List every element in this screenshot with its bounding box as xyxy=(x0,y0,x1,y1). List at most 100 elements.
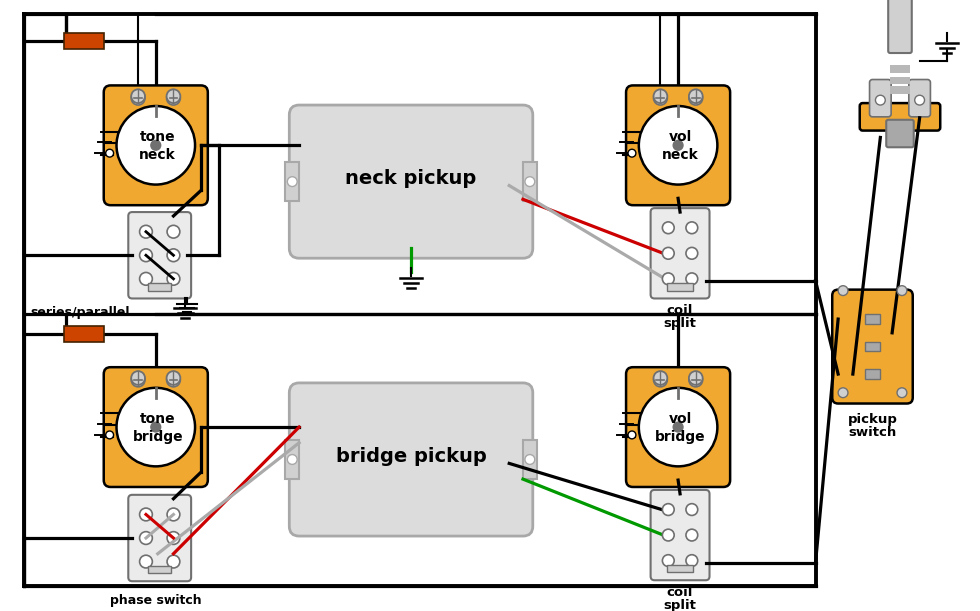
Bar xyxy=(523,440,537,479)
Circle shape xyxy=(662,529,674,541)
Text: split: split xyxy=(663,318,697,331)
FancyBboxPatch shape xyxy=(104,367,208,487)
Bar xyxy=(65,34,104,49)
Circle shape xyxy=(287,177,297,186)
Circle shape xyxy=(686,503,698,516)
Bar xyxy=(667,565,693,573)
Circle shape xyxy=(167,371,180,385)
Circle shape xyxy=(639,106,717,185)
FancyBboxPatch shape xyxy=(289,105,533,258)
Circle shape xyxy=(287,455,297,464)
FancyBboxPatch shape xyxy=(651,490,710,580)
Bar xyxy=(65,326,104,342)
Circle shape xyxy=(628,431,636,439)
Bar xyxy=(285,162,299,201)
Circle shape xyxy=(689,91,703,105)
Circle shape xyxy=(139,273,152,285)
Circle shape xyxy=(686,222,698,233)
Circle shape xyxy=(686,529,698,541)
Circle shape xyxy=(139,555,152,568)
Circle shape xyxy=(914,95,924,105)
Circle shape xyxy=(628,149,636,157)
Circle shape xyxy=(897,388,906,398)
Circle shape xyxy=(139,532,152,544)
Text: coil: coil xyxy=(666,585,693,599)
Circle shape xyxy=(689,373,703,387)
Circle shape xyxy=(838,286,848,296)
Text: bridge pickup: bridge pickup xyxy=(336,447,486,466)
Circle shape xyxy=(131,91,145,105)
Bar xyxy=(148,283,171,291)
Circle shape xyxy=(167,508,180,521)
FancyBboxPatch shape xyxy=(832,290,912,403)
Circle shape xyxy=(525,455,535,464)
Circle shape xyxy=(151,422,161,432)
Bar xyxy=(890,86,909,94)
Bar xyxy=(864,369,880,379)
Circle shape xyxy=(639,388,717,466)
Text: bridge: bridge xyxy=(655,430,706,444)
Circle shape xyxy=(654,371,667,385)
FancyBboxPatch shape xyxy=(859,103,940,131)
Text: vol: vol xyxy=(668,412,692,426)
FancyBboxPatch shape xyxy=(104,86,208,205)
Circle shape xyxy=(151,141,161,150)
Circle shape xyxy=(167,225,180,238)
Circle shape xyxy=(654,91,667,105)
Text: switch: switch xyxy=(849,426,897,439)
Circle shape xyxy=(673,141,683,150)
Text: series/parallel: series/parallel xyxy=(30,306,130,319)
Text: vol: vol xyxy=(668,131,692,144)
Circle shape xyxy=(167,89,180,103)
Text: neck: neck xyxy=(139,148,176,162)
Circle shape xyxy=(167,555,180,568)
Circle shape xyxy=(139,508,152,521)
Circle shape xyxy=(673,422,683,432)
FancyBboxPatch shape xyxy=(626,86,730,205)
Circle shape xyxy=(654,373,667,387)
FancyBboxPatch shape xyxy=(289,383,533,536)
Circle shape xyxy=(167,91,180,105)
Bar xyxy=(285,440,299,479)
Circle shape xyxy=(662,222,674,233)
FancyBboxPatch shape xyxy=(908,79,930,117)
Circle shape xyxy=(167,532,180,544)
Circle shape xyxy=(167,373,180,387)
FancyBboxPatch shape xyxy=(128,495,191,581)
Circle shape xyxy=(139,225,152,238)
FancyBboxPatch shape xyxy=(626,367,730,487)
Circle shape xyxy=(662,273,674,285)
Circle shape xyxy=(131,89,145,103)
FancyBboxPatch shape xyxy=(869,79,891,117)
Circle shape xyxy=(525,177,535,186)
Text: phase switch: phase switch xyxy=(110,595,202,607)
FancyBboxPatch shape xyxy=(888,0,911,53)
Circle shape xyxy=(131,371,145,385)
FancyBboxPatch shape xyxy=(128,212,191,298)
Text: neck: neck xyxy=(662,148,699,162)
Circle shape xyxy=(686,273,698,285)
Bar xyxy=(890,76,909,84)
Circle shape xyxy=(106,149,114,157)
Circle shape xyxy=(875,95,885,105)
Circle shape xyxy=(654,89,667,103)
Circle shape xyxy=(139,249,152,262)
Bar xyxy=(667,283,693,291)
Circle shape xyxy=(689,89,703,103)
Circle shape xyxy=(167,273,180,285)
Circle shape xyxy=(838,388,848,398)
Circle shape xyxy=(167,249,180,262)
Circle shape xyxy=(106,431,114,439)
Circle shape xyxy=(117,388,195,466)
Circle shape xyxy=(662,247,674,259)
Bar xyxy=(890,65,909,73)
Circle shape xyxy=(686,555,698,566)
FancyBboxPatch shape xyxy=(651,208,710,298)
Text: tone: tone xyxy=(140,131,175,144)
Text: neck pickup: neck pickup xyxy=(345,169,476,188)
Text: coil: coil xyxy=(666,304,693,316)
Circle shape xyxy=(686,247,698,259)
Bar xyxy=(148,566,171,573)
Text: bridge: bridge xyxy=(132,430,183,444)
Bar xyxy=(864,314,880,324)
